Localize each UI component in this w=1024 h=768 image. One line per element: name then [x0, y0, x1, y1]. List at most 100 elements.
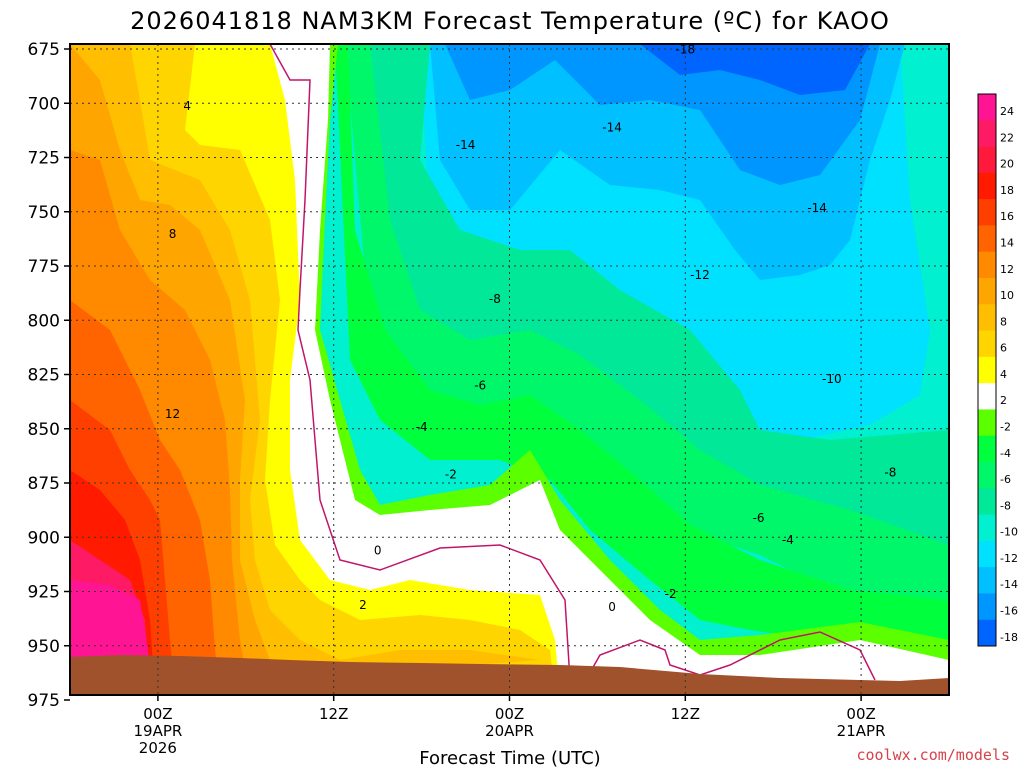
colorbar-swatch — [978, 567, 996, 594]
colorbar-label: 24 — [1000, 105, 1014, 118]
colorbar-label: 12 — [1000, 263, 1014, 276]
band-green-1 — [345, 44, 949, 640]
contour-label: -12 — [690, 268, 710, 282]
contour-label: -14 — [807, 201, 827, 215]
contour-label: 0 — [374, 544, 382, 558]
contour-label: 0 — [608, 600, 616, 614]
contour-label: 4 — [183, 99, 191, 113]
colorbar-legend: 24 22 20 18 16 14 12 10 8 6 4 2 -2 -4 -6 -8 -10 -12 -14 -16… — [977, 93, 1018, 647]
y-tick-label: 775 — [28, 257, 60, 277]
colorbar-label: -2 — [1000, 421, 1011, 434]
colorbar-swatch — [978, 304, 996, 332]
colorbar-swatch — [978, 251, 996, 279]
x-tick-label: 19APR — [133, 722, 182, 740]
contour-label: 2 — [359, 598, 367, 612]
contour-label: -14 — [602, 120, 622, 134]
colorbar-swatch — [978, 278, 996, 305]
colorbar-swatch — [978, 199, 996, 226]
colorbar-label: 6 — [1000, 342, 1007, 355]
colorbar-swatch — [978, 225, 996, 253]
colorbar-swatch — [978, 94, 996, 121]
plot-area: 4 8 12 0 2 0 -2 -4 -6 -8 -14 -14 -18 -12 -14 -10 -8 -6 -4 -… — [69, 42, 950, 696]
y-tick-label: 700 — [28, 94, 60, 114]
chart-title: 2026041818 NAM3KM Forecast Temperature (… — [130, 7, 890, 35]
x-tick-label: 00Z — [143, 705, 172, 723]
colorbar-label: -18 — [1000, 631, 1018, 644]
colorbar-label: -16 — [1000, 605, 1018, 618]
contour-label: -4 — [416, 420, 428, 434]
colorbar-swatch — [978, 593, 996, 621]
contour-label: -2 — [665, 587, 677, 601]
colorbar-label: 10 — [1000, 289, 1014, 302]
y-tick-label: 675 — [28, 40, 60, 60]
x-tick-label: 00Z — [846, 705, 875, 723]
contour-label: -6 — [474, 379, 486, 393]
colorbar-label: -14 — [1000, 578, 1018, 591]
colorbar-label: 2 — [1000, 394, 1007, 407]
colorbar-label: 18 — [1000, 184, 1014, 197]
colorbar-label: 20 — [1000, 158, 1014, 171]
y-tick-label: 975 — [28, 691, 60, 711]
colorbar-label: 8 — [1000, 315, 1007, 328]
y-axis: 675 700 725 750 775 800 825 850 875 900 925 950 975 — [28, 40, 70, 711]
contour-label: -10 — [822, 372, 842, 386]
y-tick-label: 725 — [28, 149, 60, 169]
contour-label: -6 — [753, 511, 765, 525]
y-tick-label: 900 — [28, 528, 60, 548]
x-tick-label: 12Z — [671, 705, 700, 723]
gridlines — [70, 44, 949, 695]
colorbar-label: 22 — [1000, 131, 1014, 144]
y-tick-label: 850 — [28, 420, 60, 440]
y-tick-label: 750 — [28, 203, 60, 223]
colorbar-swatch — [978, 514, 996, 542]
contour-labels: 4 8 12 0 2 0 -2 -4 -6 -8 -14 -14 -18 -12 -14 -10 -8 -6 -4 -… — [165, 42, 896, 614]
colorbar-swatch — [978, 619, 996, 647]
band-green-0 — [335, 44, 949, 670]
colorbar-swatch — [978, 488, 996, 516]
contour-label: -14 — [456, 138, 476, 152]
contour-label: -4 — [782, 533, 794, 547]
colorbar-swatch — [978, 383, 996, 410]
colorbar-label: 14 — [1000, 237, 1014, 250]
colorbar-label: -10 — [1000, 526, 1018, 539]
y-tick-label: 825 — [28, 366, 60, 386]
contour-label: 8 — [169, 227, 177, 241]
band-green-2 — [370, 44, 949, 600]
contour-label: -18 — [675, 42, 695, 56]
colorbar-swatch — [978, 172, 996, 200]
colorbar-swatch — [978, 435, 996, 463]
colorbar-swatch — [978, 356, 996, 384]
colorbar-swatch — [978, 120, 996, 148]
x-tick-label: 21APR — [837, 722, 886, 740]
x-tick-label: 12Z — [319, 705, 348, 723]
colorbar-frame — [977, 93, 997, 647]
colorbar-label: -8 — [1000, 499, 1011, 512]
x-tick-label: 20APR — [485, 722, 534, 740]
colorbar-label: 16 — [1000, 210, 1014, 223]
x-axis-label: Forecast Time (UTC) — [419, 748, 600, 768]
y-tick-label: 950 — [28, 637, 60, 657]
y-tick-label: 875 — [28, 474, 60, 494]
y-tick-label: 925 — [28, 583, 60, 603]
colorbar-swatch — [978, 462, 996, 489]
colorbar-label: -6 — [1000, 473, 1011, 486]
y-tick-label: 800 — [28, 311, 60, 331]
colorbar-label: -12 — [1000, 552, 1018, 565]
credit-link[interactable]: coolwx.com/models — [856, 746, 1010, 764]
x-tick-label: 00Z — [495, 705, 524, 723]
contour-label: -2 — [445, 468, 457, 482]
isotherm-zero-line — [269, 44, 571, 681]
colorbar-label: -4 — [1000, 447, 1011, 460]
colorbar-swatch — [978, 540, 996, 568]
colorbar-swatch — [978, 146, 996, 174]
contour-label: 12 — [165, 407, 180, 421]
contour-label: -8 — [884, 465, 896, 479]
x-tick-label: 2026 — [139, 739, 177, 757]
colorbar-swatch — [978, 330, 996, 358]
colorbar-label: 4 — [1000, 368, 1007, 381]
contour-label: -8 — [489, 292, 501, 306]
colorbar-swatch — [978, 409, 996, 437]
band-darkblue — [640, 44, 870, 95]
